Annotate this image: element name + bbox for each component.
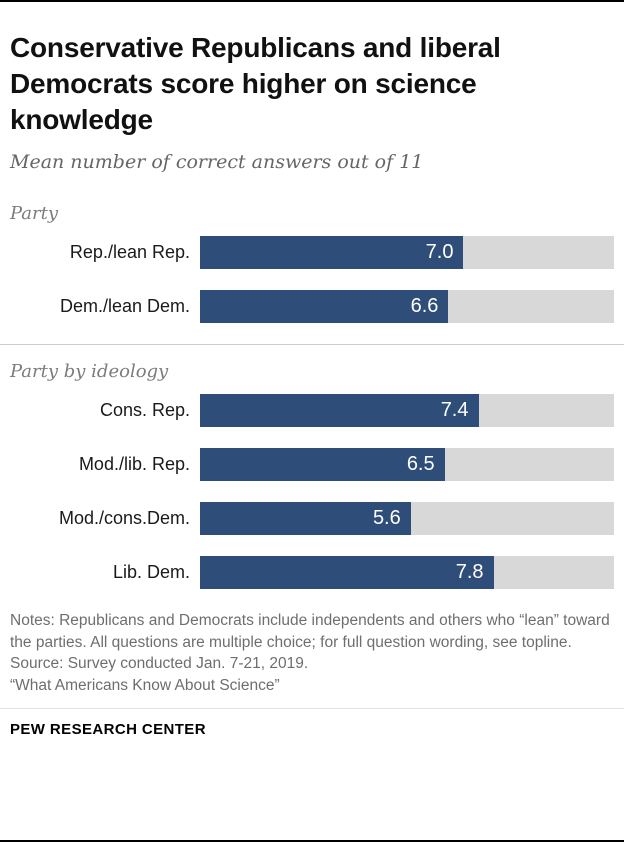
chart-title: Conservative Republicans and liberal Dem…	[10, 32, 501, 135]
bar: 6.6	[200, 290, 449, 324]
bar: 7.0	[200, 236, 464, 270]
bar: 5.6	[200, 502, 411, 536]
bar-label: Mod./cons.Dem.	[58, 508, 190, 529]
bar-label: Cons. Rep.	[99, 400, 190, 421]
bar-label: Mod./lib. Rep.	[78, 454, 190, 475]
chart-subtitle: Mean number of correct answers out of 11	[10, 151, 424, 174]
bar-track: 6.5	[200, 448, 614, 482]
bar-track: 7.4	[200, 394, 614, 428]
bar-row: Cons. Rep. 7.4	[10, 394, 614, 428]
brand-footer: PEW RESEARCH CENTER	[10, 720, 206, 738]
notes-text: Notes: Republicans and Democrats include…	[10, 612, 610, 651]
bar-value: 7.0	[425, 241, 454, 264]
bar-row: Mod./lib. Rep. 6.5	[10, 448, 614, 482]
group-label: Party by ideology	[10, 361, 169, 383]
bar-value: 7.8	[455, 561, 484, 584]
bottom-border	[0, 840, 624, 842]
chart-group: Party by ideology Cons. Rep. 7.4 Mod./li…	[10, 344, 614, 590]
bar-chart: Party Rep./lean Rep. 7.0 Dem./lean Dem. …	[10, 203, 614, 590]
notes-block: Notes: Republicans and Democrats include…	[10, 610, 614, 696]
bar: 7.8	[200, 556, 494, 590]
bar-row: Mod./cons.Dem. 5.6	[10, 502, 614, 536]
group-label: Party	[10, 203, 59, 225]
bar-label: Dem./lean Dem.	[59, 296, 190, 317]
bar-track: 5.6	[200, 502, 614, 536]
bar-value: 6.5	[406, 453, 435, 476]
bar-value: 6.6	[410, 295, 439, 318]
source-text: Source: Survey conducted Jan. 7-21, 2019…	[10, 655, 309, 673]
bar: 6.5	[200, 448, 445, 482]
chart-group: Party Rep./lean Rep. 7.0 Dem./lean Dem. …	[10, 203, 614, 324]
group-rows: Cons. Rep. 7.4 Mod./lib. Rep. 6.5 Mod./c…	[10, 394, 614, 590]
group-rows: Rep./lean Rep. 7.0 Dem./lean Dem. 6.6	[10, 236, 614, 324]
bar-track: 7.8	[200, 556, 614, 590]
bar-track: 7.0	[200, 236, 614, 270]
bar-row: Dem./lean Dem. 6.6	[10, 290, 614, 324]
bar: 7.4	[200, 394, 479, 428]
bar-value: 5.6	[372, 507, 401, 530]
footer-divider	[0, 707, 624, 709]
bar-value: 7.4	[440, 399, 469, 422]
bar-label: Lib. Dem.	[112, 562, 190, 583]
report-title: “What Americans Know About Science”	[10, 676, 280, 694]
bar-row: Lib. Dem. 7.8	[10, 556, 614, 590]
bar-row: Rep./lean Rep. 7.0	[10, 236, 614, 270]
bar-track: 6.6	[200, 290, 614, 324]
bar-label: Rep./lean Rep.	[69, 242, 190, 263]
